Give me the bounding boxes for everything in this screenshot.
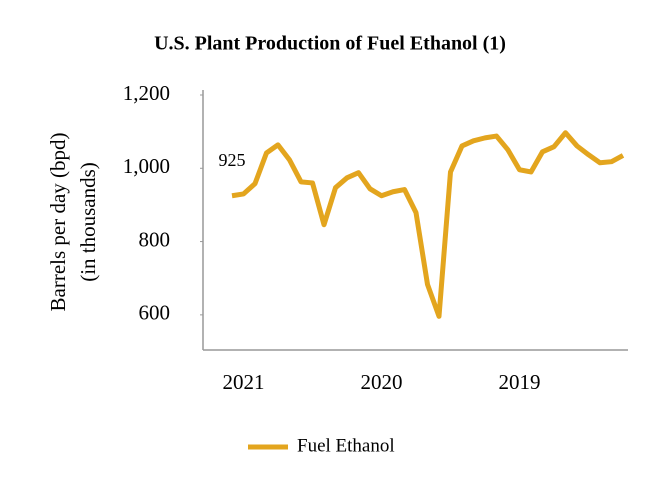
y-tick-label: 1,200 (123, 81, 170, 105)
x-tick-label: 2021 (223, 370, 265, 394)
data-label: 925 (219, 150, 246, 170)
y-axis-title-line: (in thousands) (76, 162, 100, 282)
line (231, 130, 625, 319)
x-tick-label: 2019 (499, 370, 541, 394)
x-tick-label: 2020 (361, 370, 403, 394)
chart-title: U.S. Plant Production of Fuel Ethanol (1… (154, 33, 506, 55)
y-tick-label: 600 (139, 301, 171, 325)
y-axis-title: Barrels per day (bpd) (in thousands) (46, 132, 100, 311)
legend-label: Fuel Ethanol (297, 435, 395, 456)
y-axis-title-line: Barrels per day (bpd) (46, 132, 70, 311)
y-tick-label: 800 (139, 227, 171, 251)
y-tick-label: 1,000 (123, 154, 170, 178)
